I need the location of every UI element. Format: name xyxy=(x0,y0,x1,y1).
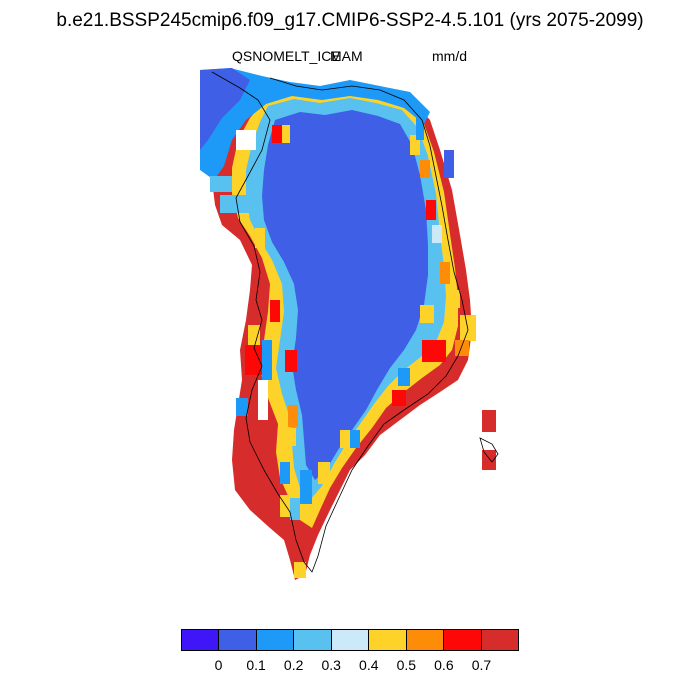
colorbar-tick-label: 0.7 xyxy=(471,657,492,673)
units-label: mm/d xyxy=(432,48,467,64)
colorbar-tick-label: 0.1 xyxy=(246,657,266,673)
colorbar-box-1 xyxy=(219,630,257,650)
season-label: MAM xyxy=(330,48,363,64)
colorbar-box-3 xyxy=(294,630,332,650)
east-coast-cells xyxy=(392,110,476,406)
colorbar-tick-label: 0 xyxy=(214,657,223,673)
colorbar-box-4 xyxy=(331,630,370,650)
west-coast-cells xyxy=(210,125,360,578)
colorbar-tick-label: 0.6 xyxy=(434,657,454,673)
north-coast-blue xyxy=(200,68,430,180)
plot-title: b.e21.BSSP245cmip6.f09_g17.CMIP6-SSP2-4.… xyxy=(56,10,644,31)
colorbar-box-7 xyxy=(444,630,482,650)
island-coastline xyxy=(479,437,499,463)
colorbar-box-6 xyxy=(406,630,445,650)
colorbar-ticks: 0 0.1 0.2 0.3 0.4 0.5 0.6 0.7 xyxy=(0,657,700,675)
colorbar-tick-label: 0.5 xyxy=(396,657,417,673)
east-island-cells xyxy=(482,410,496,470)
colorbar-box-2 xyxy=(256,630,295,650)
ice-sheet-interior xyxy=(262,110,428,480)
variable-label: QSNOMELT_ICE xyxy=(232,48,341,64)
colorbar-tick-label: 0.3 xyxy=(321,657,341,673)
colorbar-box-0 xyxy=(182,630,220,650)
coastline xyxy=(211,71,469,573)
colorbar-box-5 xyxy=(369,630,407,650)
colorbar-box-8 xyxy=(481,630,518,650)
north-west-blue xyxy=(200,68,250,150)
colorbar-tick-label: 0.2 xyxy=(283,657,304,673)
colorbar-tick-label: 0.4 xyxy=(359,657,379,673)
colorbar xyxy=(181,629,519,651)
